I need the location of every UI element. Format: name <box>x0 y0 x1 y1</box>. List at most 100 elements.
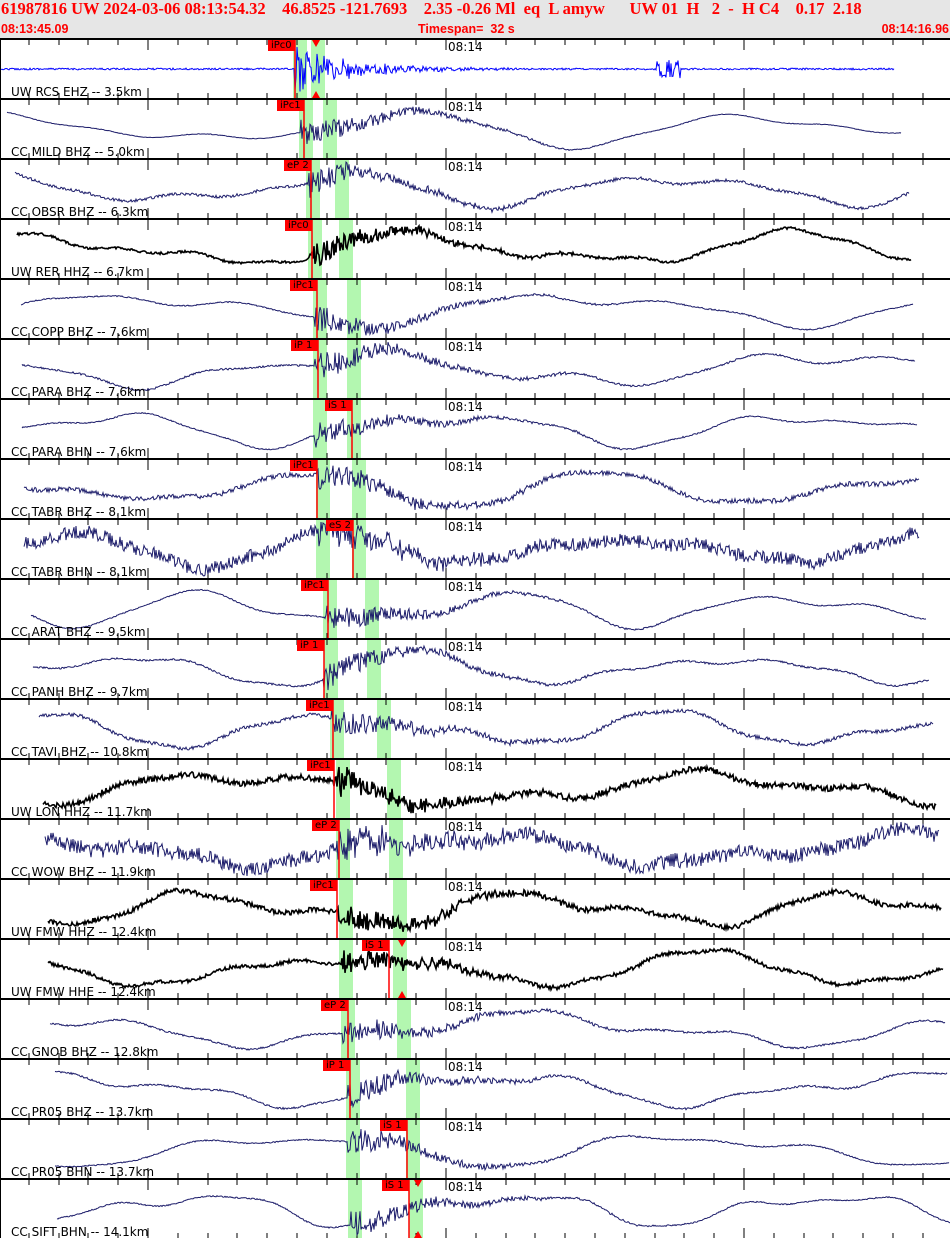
waveform-panel[interactable]: 08:14 iP 1 CC PR05 BHZ -- 13.7km <box>0 1058 950 1118</box>
waveform-panel[interactable]: 08:14 iPc0 UW RER HHZ -- 6.7km <box>0 218 950 278</box>
waveform-panel[interactable]: 08:14 iS 1 CC PR05 BHN -- 13.7km <box>0 1118 950 1178</box>
waveform-canvas <box>28 880 942 938</box>
seismogram-trace <box>14 161 910 214</box>
waveform-canvas <box>21 400 924 458</box>
channel-label: UW FMW HHE -- 12.4km <box>11 985 156 998</box>
channel-label: CC ARAT BHZ -- 9.5km <box>11 625 146 638</box>
waveform-panel[interactable]: 08:14 iPc1 CC COPP BHZ -- 7.6km <box>0 278 950 338</box>
waveform-panel[interactable]: 08:14 eP 2 CC WOW BHZ -- 11.9km <box>0 818 950 878</box>
channel-label: CC WOW BHZ -- 11.9km <box>11 865 156 878</box>
time-tick-label: 08:14 <box>448 1000 483 1014</box>
window-end-time: 08:14:16.96 <box>881 22 949 36</box>
waveform-panel[interactable]: 08:14 eP 2 CC GNOB BHZ -- 12.8km <box>0 998 950 1058</box>
time-tick-label: 08:14 <box>448 1060 483 1074</box>
pick-flag[interactable]: eP 2 <box>284 160 311 171</box>
s-window <box>335 160 349 218</box>
channel-label: CC OBSR BHZ -- 6.3km <box>11 205 149 218</box>
pick-flag[interactable]: iS 1 <box>325 400 352 411</box>
pick-flag[interactable]: iPc1 <box>306 700 333 711</box>
p-window <box>313 340 327 398</box>
channel-label: CC TABR BHZ -- 8.1km <box>11 505 147 518</box>
time-tick-label: 08:14 <box>448 40 483 54</box>
time-tick-label: 08:14 <box>448 280 483 294</box>
seismogram-trace <box>38 708 934 751</box>
waveform-canvas <box>28 640 930 698</box>
pick-flag[interactable]: eP 2 <box>312 820 339 831</box>
pick-flag[interactable]: iPc1 <box>310 880 337 891</box>
pick-flag[interactable]: iPc0 <box>285 220 312 231</box>
pick-flag[interactable]: iP 1 <box>297 640 324 651</box>
pick-marker-triangle-icon <box>312 91 320 98</box>
waveform-panel[interactable]: 08:14 iS 1 UW FMW HHE -- 12.4km <box>0 938 950 998</box>
waveform-panel[interactable]: 08:14 iP 1 CC PANH BHZ -- 9.7km <box>0 638 950 698</box>
waveform-canvas <box>20 280 924 338</box>
channel-label: CC SIFT BHN -- 14.1km <box>11 1225 149 1238</box>
channel-label: CC PARA BHZ -- 7.6km <box>11 385 146 398</box>
waveform-panel[interactable]: 08:14 eS 2 CC TABR BHN -- 8.1km <box>0 518 950 578</box>
seismogram-trace <box>42 763 937 814</box>
p-window <box>348 1180 362 1238</box>
time-tick-label: 08:14 <box>448 880 483 894</box>
pick-flag[interactable]: eP 2 <box>321 1000 348 1011</box>
waveform-panel[interactable]: 08:14 iPc1 CC MILD BHZ -- 5.0km <box>0 98 950 158</box>
channel-label: CC TAVI BHZ -- 10.8km <box>11 745 149 758</box>
channel-label: UW RER HHZ -- 6.7km <box>11 265 144 278</box>
waveform-panel[interactable]: 08:14 iS 1 CC PARA BHN -- 7.6km <box>0 398 950 458</box>
pick-flag[interactable]: iPc0 <box>268 40 295 51</box>
waveform-panel[interactable]: 08:14 iPc1 UW LON HHZ -- 11.7km <box>0 758 950 818</box>
seismogram-trace <box>47 886 942 934</box>
channel-label: UW FMW HHZ -- 12.4km <box>11 925 157 938</box>
pick-marker-triangle-icon <box>414 1231 422 1238</box>
waveform-panel[interactable]: 08:14 iPc1 CC TAVI BHZ -- 10.8km <box>0 698 950 758</box>
window-start-time: 08:13:45.09 <box>1 22 69 36</box>
pick-flag[interactable]: iP 1 <box>323 1060 350 1071</box>
time-tick-label: 08:14 <box>448 700 483 714</box>
channel-label: CC TABR BHN -- 8.1km <box>11 565 147 578</box>
seismogram-trace <box>32 644 930 691</box>
pick-marker-triangle-icon <box>398 940 406 947</box>
pick-flag[interactable]: iS 1 <box>382 1180 409 1191</box>
time-tick-label: 08:14 <box>448 340 483 354</box>
channel-label: CC PR05 BHZ -- 13.7km <box>11 1105 154 1118</box>
waveform-panel-list[interactable]: 08:14 iPc0 UW RCS EHZ -- 3.5km 08:14 iPc1 CC … <box>0 38 950 1238</box>
waveform-canvas <box>23 520 924 578</box>
pick-flag[interactable]: iPc1 <box>290 460 317 471</box>
waveform-canvas <box>16 220 924 278</box>
seismogram-trace <box>47 946 944 993</box>
waveform-panel[interactable]: 08:14 iPc1 UW FMW HHZ -- 12.4km <box>0 878 950 938</box>
waveform-panel[interactable]: 08:14 iP 1 CC PARA BHZ -- 7.6km <box>0 338 950 398</box>
waveform-panel[interactable]: 08:14 iPc1 CC TABR BHZ -- 8.1km <box>0 458 950 518</box>
waveform-canvas <box>1 40 924 98</box>
pick-flag[interactable]: iPc1 <box>277 100 304 111</box>
waveform-canvas <box>23 460 924 518</box>
s-window <box>367 640 381 698</box>
waveform-panel[interactable]: 08:14 eP 2 CC OBSR BHZ -- 6.3km <box>0 158 950 218</box>
waveform-canvas <box>14 160 924 218</box>
s-window <box>393 940 407 998</box>
time-tick-label: 08:14 <box>448 1180 483 1194</box>
s-window <box>387 760 401 818</box>
time-tick-label: 08:14 <box>448 100 483 114</box>
waveform-panel[interactable]: 08:14 iS 1 CC SIFT BHN -- 14.1km <box>0 1178 950 1238</box>
s-window <box>323 100 337 158</box>
channel-label: CC PR05 BHN -- 13.7km <box>11 1165 155 1178</box>
s-window <box>352 460 366 518</box>
s-window <box>347 340 361 398</box>
seismogram-trace <box>21 412 918 451</box>
time-tick-label: 08:14 <box>448 520 483 534</box>
pick-flag[interactable]: iS 1 <box>362 940 389 951</box>
pick-flag[interactable]: iPc1 <box>307 760 334 771</box>
waveform-panel[interactable]: 08:14 iPc1 CC ARAT BHZ -- 9.5km <box>0 578 950 638</box>
pick-flag[interactable]: iP 1 <box>291 340 318 351</box>
pick-flag[interactable]: iPc1 <box>290 280 317 291</box>
pick-flag[interactable]: iPc1 <box>301 580 328 591</box>
s-window <box>397 1000 411 1058</box>
time-tick-label: 08:14 <box>448 820 483 834</box>
pick-flag[interactable]: eS 2 <box>326 520 353 531</box>
waveform-panel[interactable]: 08:14 iPc0 UW RCS EHZ -- 3.5km <box>0 38 950 98</box>
waveform-canvas <box>28 1120 950 1178</box>
pick-flag[interactable]: iS 1 <box>380 1120 407 1131</box>
time-tick-label: 08:14 <box>448 640 483 654</box>
seismogram-trace <box>44 821 940 876</box>
channel-label: CC PANH BHZ -- 9.7km <box>11 685 148 698</box>
